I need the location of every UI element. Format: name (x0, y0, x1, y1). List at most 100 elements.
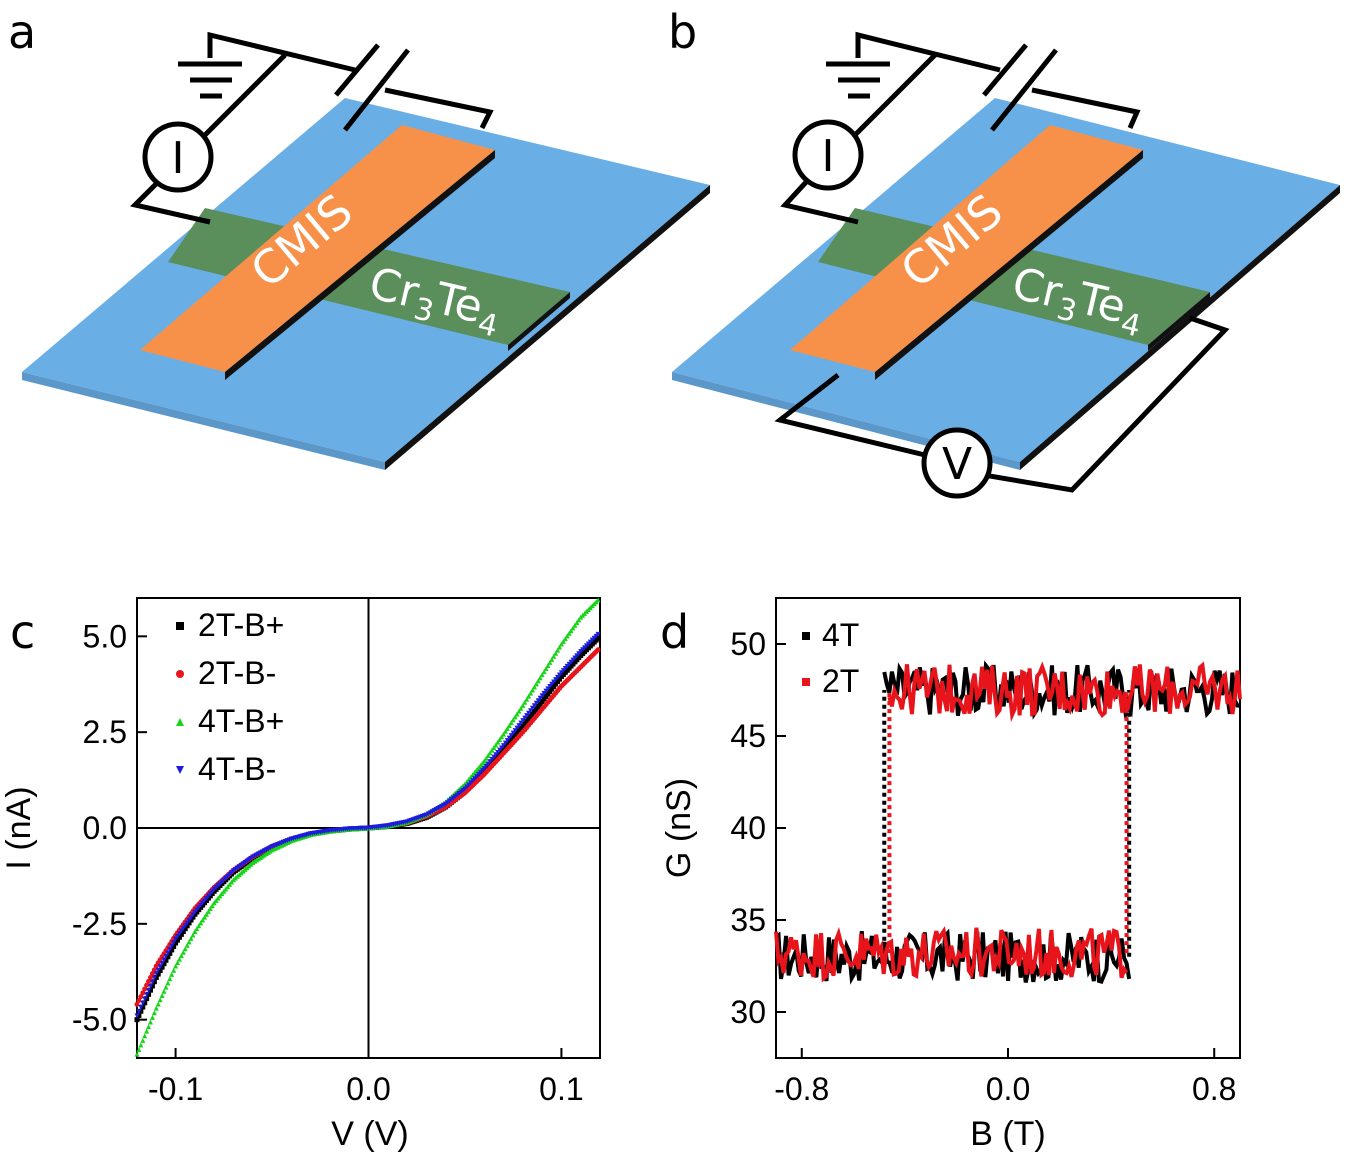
chart-d-xlabel: B (T) (970, 1115, 1046, 1153)
data-point (518, 720, 524, 726)
y-tick-label: 35 (730, 902, 766, 938)
cr3te4-edge (508, 292, 570, 351)
data-point (256, 856, 262, 862)
data-point (481, 758, 487, 764)
data-point (595, 597, 601, 603)
data-point (531, 684, 537, 690)
data-point (576, 617, 582, 623)
data-point (163, 957, 169, 963)
panel-letter-c: c (10, 605, 35, 659)
data-point (149, 979, 155, 985)
series-2T (774, 661, 1242, 983)
x-tick-label: -0.8 (774, 1071, 829, 1107)
data-point (161, 988, 167, 994)
data-point (553, 650, 559, 656)
data-point (186, 939, 192, 945)
data-point (153, 971, 159, 977)
data-point (547, 659, 553, 665)
data-point (144, 996, 150, 1002)
data-point (514, 711, 520, 717)
data-point (535, 678, 541, 684)
chart-d-plot: -0.8 0.0 0.8 30 35 40 45 50 (730, 597, 1242, 1107)
y-tick-label: -2.5 (72, 906, 127, 942)
data-point (531, 703, 537, 709)
legend-label: 2T (822, 663, 859, 699)
data-point (149, 983, 155, 989)
data-point (501, 743, 507, 749)
data-point (564, 633, 570, 639)
data-point (146, 988, 152, 994)
data-point (522, 715, 528, 721)
data-point (161, 961, 167, 967)
data-point (537, 675, 543, 681)
data-point (148, 987, 154, 993)
y-tick-label: 0.0 (83, 810, 127, 846)
data-point (148, 1019, 154, 1025)
cr3te4-label: Cr3Te4 (363, 258, 506, 345)
data-point (142, 1033, 148, 1039)
data-point (169, 971, 175, 977)
panel-b: b CMIS Cr3Te4 I V (668, 5, 1340, 499)
data-point (261, 852, 267, 858)
data-point (180, 949, 186, 955)
data-point (149, 1014, 155, 1020)
cmis-strip-b (790, 125, 1143, 372)
data-point (516, 708, 522, 714)
data-point (134, 1001, 140, 1007)
data-point (545, 662, 551, 668)
data-point (138, 1042, 144, 1048)
data-point (190, 932, 196, 938)
legend-label: 2T-B- (198, 655, 276, 691)
data-point (163, 953, 169, 959)
data-point (524, 696, 530, 702)
data-point (495, 739, 501, 745)
data-point (518, 705, 524, 711)
data-point (541, 669, 547, 675)
lower-branch (774, 926, 1129, 983)
substrate-b-side-edge (1020, 185, 1340, 470)
data-point (194, 926, 200, 932)
data-point (165, 950, 171, 956)
data-point (159, 964, 165, 970)
y-tick-label: -5.0 (72, 1002, 127, 1038)
data-point (543, 666, 549, 672)
data-point (148, 975, 154, 980)
data-point (159, 993, 165, 999)
data-point (198, 920, 204, 926)
data-point (144, 982, 150, 988)
data-point (151, 979, 157, 985)
data-point (257, 854, 263, 860)
data-point (533, 681, 539, 687)
data-point (207, 906, 213, 911)
data-point (501, 731, 507, 737)
current-meter-a-label: I (172, 133, 185, 184)
data-point (165, 954, 171, 960)
data-point (144, 1028, 150, 1034)
current-meter-b-label: I (822, 131, 835, 182)
data-point (205, 908, 211, 914)
circuit-a (130, 31, 494, 225)
data-point (182, 926, 188, 932)
data-point (522, 699, 528, 705)
data-point (254, 857, 260, 863)
data-point (526, 710, 532, 716)
data-point (485, 753, 491, 759)
data-point (555, 647, 561, 653)
data-point (140, 990, 146, 996)
data-point (537, 695, 543, 701)
y-tick-label: 45 (730, 718, 766, 754)
data-point (178, 953, 184, 959)
data-point (173, 940, 179, 946)
data-point (504, 725, 510, 731)
data-point (136, 998, 142, 1003)
data-point (595, 635, 601, 641)
data-point (188, 935, 194, 941)
data-point (250, 860, 256, 865)
substrate-front-edge (22, 372, 385, 470)
data-point (512, 714, 518, 720)
data-point (149, 971, 155, 977)
data-point (175, 933, 181, 939)
y-tick-label: 30 (730, 994, 766, 1030)
data-point (526, 693, 532, 699)
